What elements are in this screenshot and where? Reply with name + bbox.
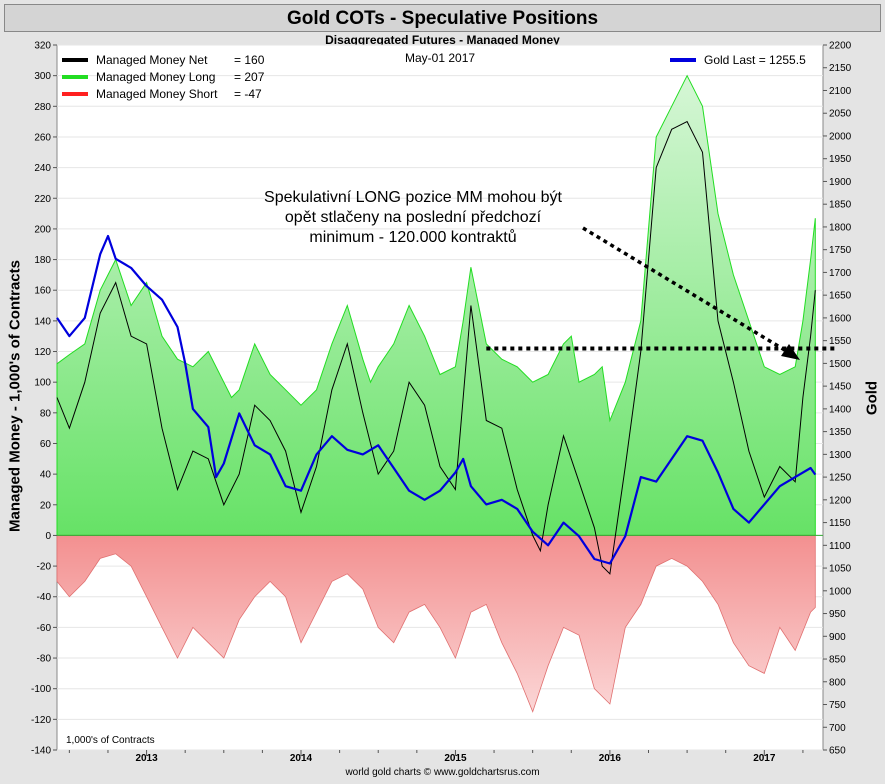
series-net-line — [56, 120, 816, 575]
y2-tick-label: 1200 — [829, 495, 852, 506]
x-tick-label: 2016 — [599, 753, 622, 764]
y2-tick-label: 800 — [829, 677, 846, 688]
legend-swatch-net — [62, 57, 88, 62]
y-tick-label: 280 — [34, 102, 51, 113]
legend-item-net: Managed Money Net = 160 — [62, 51, 264, 68]
y-tick-label: 320 — [34, 41, 51, 52]
y-tick-label: 160 — [34, 286, 51, 297]
y2-tick-label: 650 — [829, 746, 846, 757]
y2-tick-label: 1900 — [829, 177, 852, 188]
legend-value-long: = 207 — [234, 69, 265, 84]
legend-swatch-gold — [670, 57, 696, 62]
footer-credit: world gold charts © www.goldchartsrus.co… — [345, 767, 540, 778]
y2-tick-label: 2100 — [829, 86, 852, 97]
legend-label-net: Managed Money Net — [96, 52, 208, 67]
legend-label-gold: Gold Last = 1255.5 — [704, 52, 806, 67]
y2-tick-label: 1600 — [829, 313, 852, 324]
y2-tick-label: 2150 — [829, 63, 852, 74]
y-tick-label: 120 — [34, 347, 51, 358]
y-tick-label: 200 — [34, 224, 51, 235]
y2-tick-label: 1100 — [829, 541, 851, 552]
y-tick-label: 240 — [34, 163, 51, 174]
y-tick-label: 100 — [34, 378, 51, 389]
y2-tick-label: 1850 — [829, 200, 852, 211]
annotation-line-1: Spekulativní LONG pozice MM mohou být — [264, 189, 562, 206]
annotation-arrow-head — [781, 344, 800, 360]
series-short-area — [56, 535, 816, 713]
x-tick-label: 2015 — [444, 753, 467, 764]
y-tick-label: -40 — [37, 592, 52, 603]
y-tick-label: 20 — [40, 500, 52, 511]
y-tick-label: -120 — [31, 715, 51, 726]
legend-value-short: = -47 — [234, 86, 262, 101]
y2-tick-label: 1800 — [829, 222, 852, 233]
y2-tick-label: 1300 — [829, 450, 852, 461]
y-tick-label: -80 — [37, 654, 52, 665]
y-tick-label: 40 — [40, 470, 52, 481]
y2-tick-label: 850 — [829, 655, 846, 666]
x-tick-label: 2013 — [135, 753, 158, 764]
legend-label-short: Managed Money Short — [96, 86, 218, 101]
y-tick-label: 140 — [34, 316, 51, 327]
annotation-line-2: opět stlačeny na poslední předchozí — [284, 209, 542, 226]
legend-swatch-long — [62, 74, 88, 79]
y2-tick-label: 1050 — [829, 564, 852, 575]
y2-tick-label: 1250 — [829, 473, 852, 484]
y-axis-label-right: Gold — [863, 380, 881, 416]
y2-tick-label: 1350 — [829, 427, 852, 438]
y-tick-label: 60 — [40, 439, 52, 450]
series-long-area — [56, 74, 816, 536]
y-axis-label-left: Managed Money - 1,000's of Contracts — [6, 260, 24, 532]
y2-tick-label: 1550 — [829, 336, 852, 347]
y-tick-label: 300 — [34, 71, 51, 82]
y-tick-label: -60 — [37, 623, 52, 634]
legend-gold: Gold Last = 1255.5 — [670, 51, 806, 68]
y2-tick-label: 900 — [829, 632, 846, 643]
y2-tick-label: 1450 — [829, 382, 852, 393]
chart-title: Gold COTs - Speculative Positions — [4, 4, 881, 32]
y-tick-label: 180 — [34, 255, 51, 266]
y2-tick-label: 950 — [829, 609, 846, 620]
date-label: May-01 2017 — [405, 51, 476, 65]
y-tick-label: 0 — [45, 531, 51, 542]
y2-tick-label: 1950 — [829, 154, 852, 165]
y2-tick-label: 2200 — [829, 41, 852, 52]
y2-tick-label: 2000 — [829, 131, 852, 142]
legend: Managed Money Net = 160 Managed Money Lo… — [62, 51, 264, 102]
y2-tick-label: 1150 — [829, 518, 851, 529]
annotation-line-3: minimum - 120.000 kontraktů — [309, 229, 517, 246]
legend-swatch-short — [62, 91, 88, 96]
units-note: 1,000's of Contracts — [66, 735, 155, 746]
y2-tick-label: 700 — [829, 723, 846, 734]
y2-tick-label: 1700 — [829, 268, 852, 279]
legend-item-short: Managed Money Short = -47 — [62, 85, 264, 102]
y2-tick-label: 1400 — [829, 404, 852, 415]
y-tick-label: 260 — [34, 132, 51, 143]
y2-tick-label: 750 — [829, 700, 846, 711]
chart-subtitle: Disaggregated Futures - Managed Money — [325, 33, 560, 47]
y-tick-label: -20 — [37, 562, 52, 573]
y-tick-label: -140 — [31, 746, 51, 757]
y2-tick-label: 1500 — [829, 359, 852, 370]
y2-tick-label: 2050 — [829, 109, 852, 120]
y2-tick-label: 1750 — [829, 245, 852, 256]
y-tick-label: 80 — [40, 408, 52, 419]
x-tick-label: 2017 — [753, 753, 776, 764]
y-tick-label: -100 — [31, 684, 51, 695]
legend-value-net: = 160 — [234, 52, 265, 67]
x-tick-label: 2014 — [290, 753, 313, 764]
legend-label-long: Managed Money Long — [96, 69, 216, 84]
series-gold-line — [56, 234, 817, 565]
legend-item-long: Managed Money Long = 207 — [62, 68, 264, 85]
annotation-text: Spekulativní LONG pozice MM mohou být op… — [258, 188, 568, 248]
y2-tick-label: 1000 — [829, 586, 852, 597]
y-tick-label: 220 — [34, 194, 51, 205]
y2-tick-label: 1650 — [829, 291, 852, 302]
